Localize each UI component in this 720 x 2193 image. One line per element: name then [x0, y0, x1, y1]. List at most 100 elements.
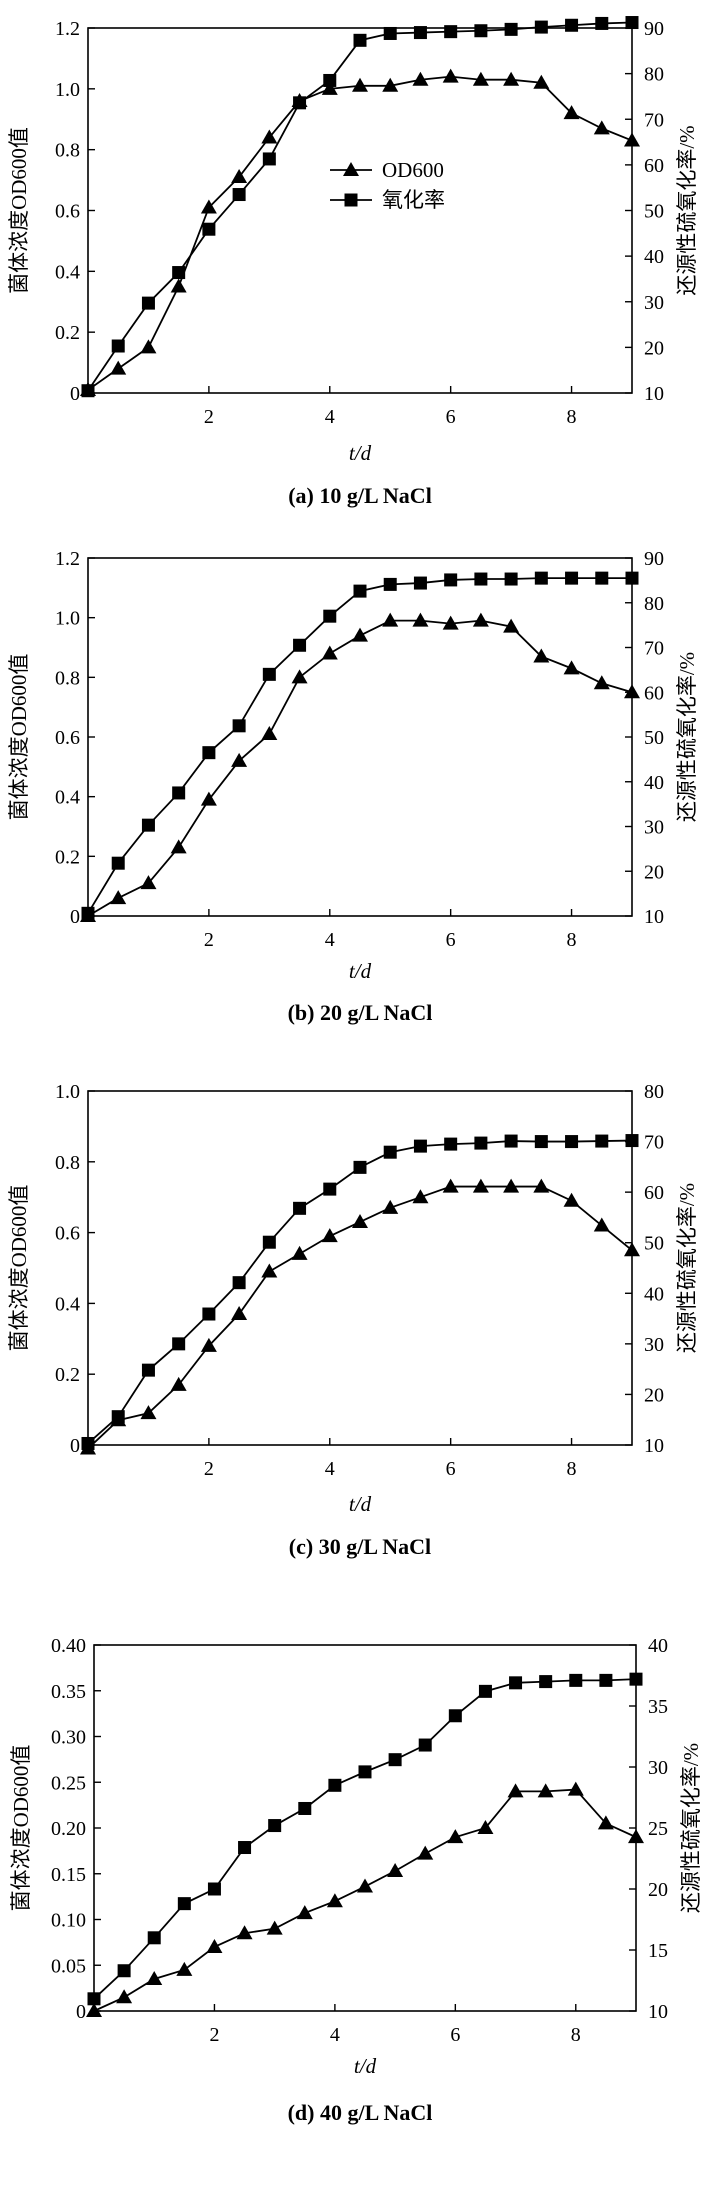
- x-tick-label: 8: [567, 929, 577, 951]
- y2-axis-title: 还源性硫氧化率/%: [679, 1743, 703, 1913]
- data-point-od600: [352, 77, 368, 92]
- data-point-od600: [321, 80, 338, 95]
- data-point-od600: [503, 1178, 520, 1193]
- data-point-oxidation: [474, 24, 488, 38]
- x-axis-title: t/d: [354, 2054, 377, 2078]
- x-tick-label: 2: [204, 406, 214, 428]
- y2-axis-title: 还源性硫氧化率/%: [675, 1183, 699, 1353]
- plot-frame: [87, 557, 633, 917]
- data-point-od600: [110, 360, 127, 375]
- data-point-od600: [412, 612, 429, 627]
- data-point-oxidation: [358, 1765, 372, 1779]
- y-axis-title: 菌体浓度OD600值: [7, 654, 31, 821]
- data-point-oxidation: [534, 571, 548, 585]
- data-point-od600: [507, 1783, 524, 1798]
- y2-tick-label: 40: [648, 1635, 668, 1657]
- data-point-od600: [261, 1263, 278, 1278]
- data-point-oxidation: [207, 1882, 221, 1896]
- y-tick-label: 0: [70, 906, 80, 928]
- data-point-od600: [291, 1245, 308, 1260]
- data-point-od600: [140, 875, 157, 890]
- y2-tick-label: 50: [644, 727, 664, 749]
- x-axis-title: t/d: [349, 441, 372, 465]
- y2-tick-label: 10: [644, 1435, 664, 1457]
- y-tick-label: 1.2: [55, 548, 80, 570]
- data-point-oxidation: [534, 1135, 548, 1149]
- x-tick-label: 8: [571, 2024, 581, 2046]
- data-point-oxidation: [383, 577, 397, 591]
- series-line-oxidation: [87, 21, 633, 392]
- data-point-od600: [86, 2003, 102, 2017]
- data-point-od600: [176, 1961, 193, 1976]
- data-point-od600: [472, 71, 489, 86]
- data-point-oxidation: [413, 576, 427, 590]
- data-point-oxidation: [353, 584, 367, 598]
- y2-tick-label: 70: [644, 638, 664, 660]
- panel-caption: (b) 20 g/L NaCl: [288, 1000, 433, 1025]
- x-tick-label: 6: [450, 2024, 460, 2046]
- data-point-oxidation: [111, 339, 125, 353]
- data-point-oxidation: [504, 1134, 518, 1148]
- y2-tick-label: 20: [644, 337, 664, 359]
- y2-tick-label: 60: [644, 1182, 664, 1204]
- data-point-oxidation: [504, 22, 518, 36]
- data-point-oxidation: [565, 18, 579, 32]
- data-point-od600: [537, 1783, 554, 1798]
- data-point-od600: [412, 71, 429, 86]
- y-tick-label: 0.05: [51, 1955, 86, 1977]
- y2-tick-label: 40: [644, 246, 664, 268]
- y-axis-title: 菌体浓度OD600值: [7, 1185, 31, 1352]
- data-point-oxidation: [388, 1753, 402, 1767]
- y-tick-label: 0.15: [51, 1864, 86, 1886]
- x-tick-label: 6: [446, 929, 456, 951]
- data-point-od600: [442, 68, 459, 83]
- data-point-oxidation: [625, 1134, 639, 1148]
- x-tick-label: 2: [209, 2024, 219, 2046]
- data-point-od600: [472, 1178, 489, 1193]
- data-point-oxidation: [268, 1819, 282, 1833]
- data-point-oxidation: [232, 1276, 246, 1290]
- y2-tick-label: 90: [644, 18, 664, 40]
- y-tick-label: 0.2: [55, 1364, 80, 1386]
- chart-panel-4: 2 4 6 8 0 0.05 0.10 0.15 0.20 0.25 0.30 0.35 0.40 10 1…: [9, 1635, 703, 2125]
- series-line-oxidation: [87, 1139, 633, 1445]
- data-point-oxidation: [323, 73, 337, 87]
- data-point-oxidation: [474, 572, 488, 586]
- y-tick-label: 0.6: [55, 201, 80, 223]
- y2-tick-label: 30: [648, 1757, 668, 1779]
- panel-caption: (d) 40 g/L NaCl: [288, 2100, 433, 2125]
- y-tick-label: 0.20: [51, 1818, 86, 1840]
- data-point-oxidation: [177, 1897, 191, 1911]
- x-tick-label: 8: [567, 1458, 577, 1480]
- y2-tick-label: 10: [644, 383, 664, 405]
- series-line-od600: [93, 1788, 637, 2012]
- data-point-od600: [170, 839, 187, 854]
- data-point-od600: [236, 1925, 253, 1940]
- data-point-od600: [593, 675, 610, 690]
- chart-panel-1: 2 4 6 800.20.40.60.81.01.210203040506070809…: [7, 16, 699, 508]
- data-point-od600: [442, 1178, 459, 1193]
- y2-tick-label: 70: [644, 1132, 664, 1154]
- y-tick-label: 1.0: [55, 608, 80, 630]
- data-point-od600: [533, 648, 550, 663]
- data-point-oxidation: [262, 152, 276, 166]
- data-point-oxidation: [539, 1675, 553, 1689]
- data-point-oxidation: [323, 609, 337, 623]
- x-tick-label: 6: [446, 406, 456, 428]
- data-point-oxidation: [353, 1160, 367, 1174]
- y2-tick-label: 90: [644, 548, 664, 570]
- x-axis-title: t/d: [349, 1492, 372, 1516]
- data-point-oxidation: [444, 573, 458, 587]
- data-point-oxidation: [383, 1145, 397, 1159]
- y-axis-title: 菌体浓度OD600值: [7, 127, 31, 294]
- data-point-od600: [442, 615, 459, 630]
- legend-label: 氧化率: [382, 188, 445, 212]
- data-point-od600: [352, 627, 368, 642]
- legend-square-marker: [344, 193, 358, 207]
- data-point-oxidation: [418, 1738, 432, 1752]
- data-point-od600: [200, 1337, 217, 1352]
- x-tick-label: 8: [567, 406, 577, 428]
- data-point-od600: [533, 1178, 550, 1193]
- y2-tick-label: 20: [648, 1879, 668, 1901]
